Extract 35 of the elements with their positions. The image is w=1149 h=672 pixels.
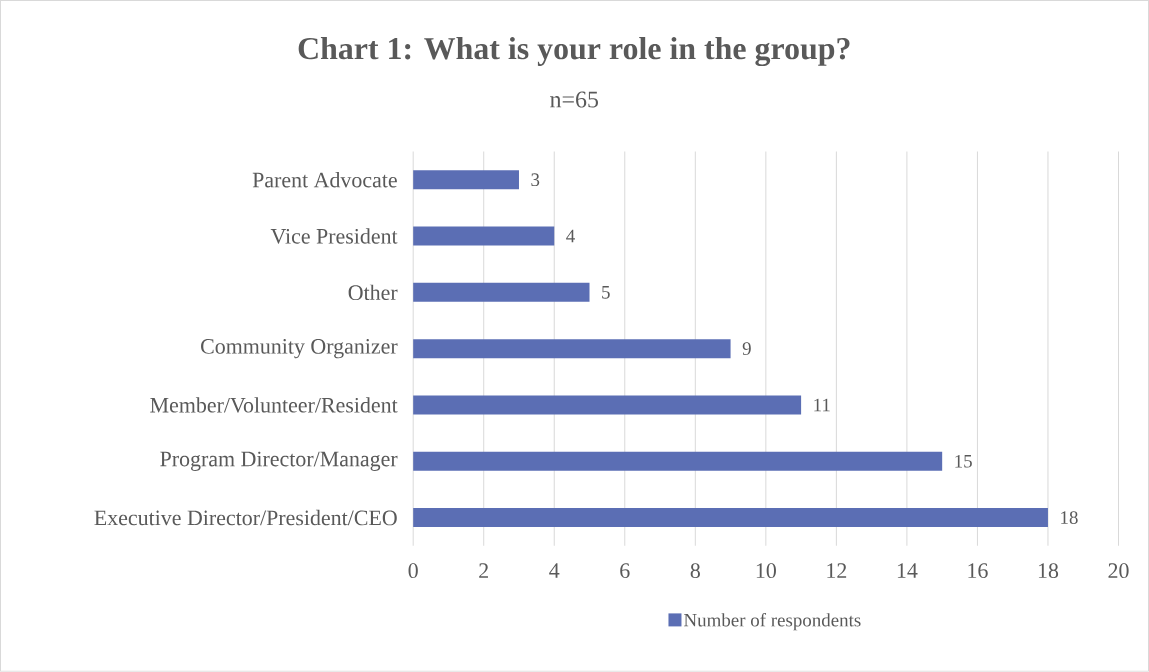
chart-subtitle: n=65 (550, 91, 598, 108)
bar (413, 339, 731, 359)
x-tick-label: 0 (408, 563, 418, 579)
x-tick-label: 4 (549, 563, 560, 578)
data-label: 15 (955, 455, 972, 468)
y-tick-label: Vice President (270, 228, 398, 244)
y-tick-label: Community Organizer (201, 339, 398, 359)
bar (413, 451, 943, 471)
y-tick-label: Other (348, 284, 398, 301)
data-label: 9 (742, 342, 751, 356)
bar (413, 170, 519, 190)
data-label: 4 (566, 229, 575, 243)
y-tick-label: Member/Volunteer/Resident (150, 397, 398, 413)
y-tick-label: Parent Advocate (252, 172, 397, 188)
y-tick-label: Executive Director/President/CEO (94, 509, 397, 526)
data-label: 18 (1061, 511, 1078, 525)
data-label: 11 (814, 398, 830, 412)
bar (413, 395, 802, 415)
legend-label: Number of respondents (684, 613, 861, 631)
data-label: 5 (602, 286, 610, 299)
x-tick-label: 20 (1108, 563, 1129, 579)
x-tick-label: 6 (620, 563, 630, 579)
chart-title: Chart 1: What is your role in the group? (298, 37, 850, 67)
x-tick-label: 12 (827, 563, 847, 578)
bar (413, 282, 590, 302)
x-tick-label: 16 (968, 563, 988, 579)
x-tick-label: 18 (1038, 563, 1059, 579)
x-tick-label: 2 (479, 563, 488, 578)
x-tick-label: 8 (690, 563, 700, 579)
x-tick-label: 14 (897, 563, 918, 578)
bar (413, 508, 1048, 528)
data-label: 3 (531, 173, 540, 187)
y-tick-label: Program Director/Manager (160, 451, 398, 471)
x-tick-label: 10 (756, 563, 776, 579)
bar (413, 226, 555, 246)
